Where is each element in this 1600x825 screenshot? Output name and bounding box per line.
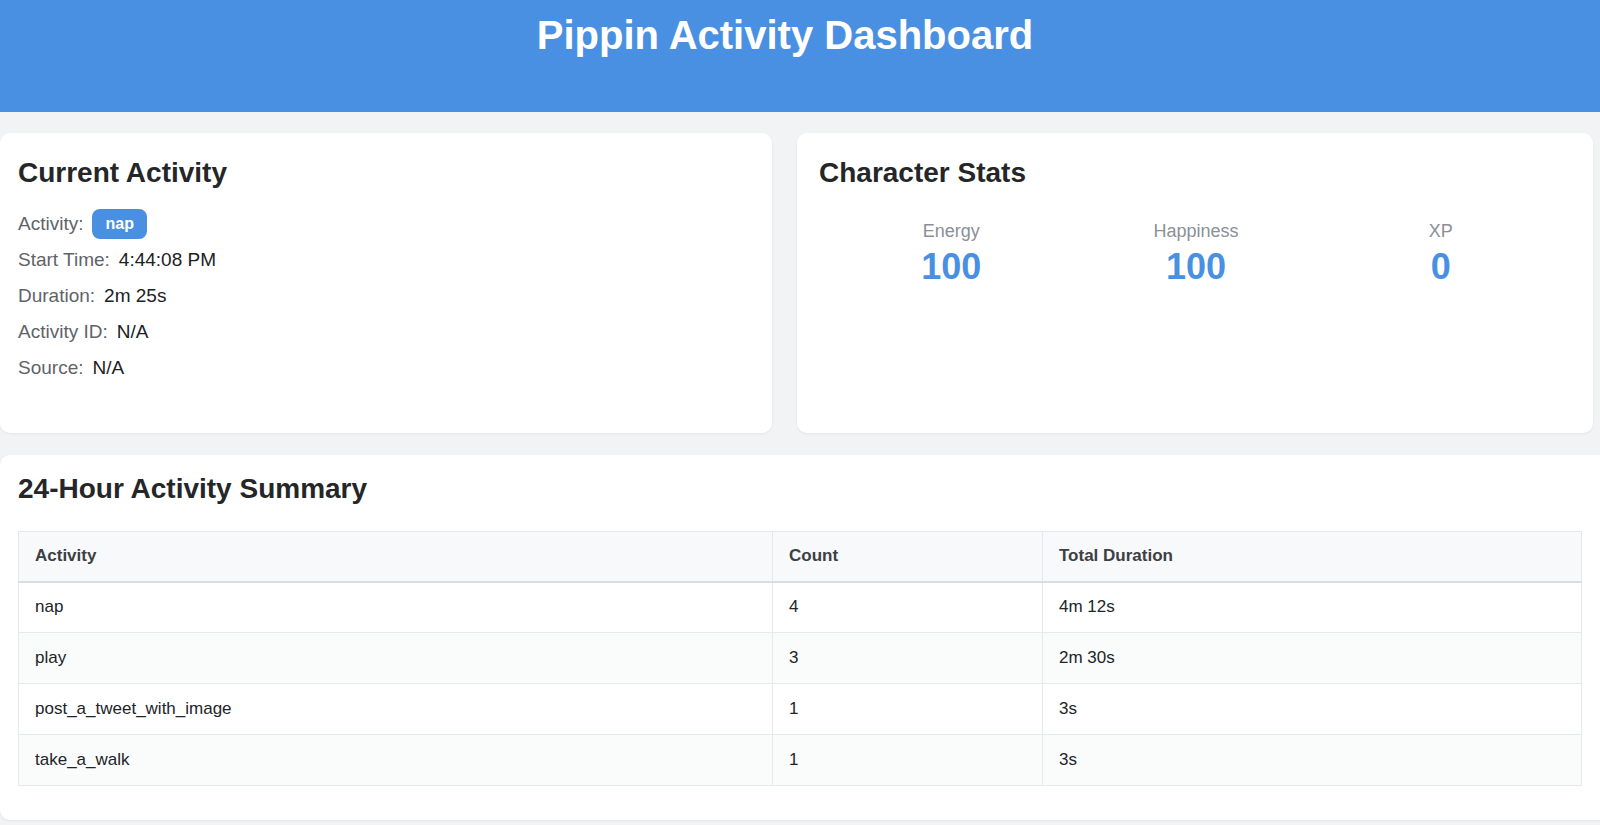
- table-cell: 3: [773, 633, 1043, 684]
- stat-label: Energy: [829, 221, 1074, 242]
- table-row: post_a_tweet_with_image13s: [19, 684, 1582, 735]
- stat-value: 100: [829, 246, 1074, 288]
- table-cell: 3s: [1043, 684, 1582, 735]
- activity-summary-title: 24-Hour Activity Summary: [18, 473, 1594, 505]
- top-cards-row: Current Activity Activity: nap Start Tim…: [0, 133, 1600, 433]
- table-header-row: ActivityCountTotal Duration: [19, 532, 1582, 582]
- stat-block: Energy 100: [829, 221, 1074, 288]
- table-column-header: Count: [773, 532, 1043, 582]
- table-column-header: Total Duration: [1043, 532, 1582, 582]
- activity-field-row: Start Time: 4:44:08 PM: [18, 242, 752, 278]
- stat-label: Happiness: [1074, 221, 1319, 242]
- character-stats-card: Character Stats Energy 100 Happiness 100…: [797, 133, 1593, 433]
- table-cell: take_a_walk: [19, 735, 773, 786]
- field-value: 4:44:08 PM: [119, 249, 216, 271]
- activity-field-row: Activity ID: N/A: [18, 314, 752, 350]
- field-label: Duration:: [18, 285, 95, 307]
- table-cell: 4: [773, 582, 1043, 633]
- activity-summary-table: ActivityCountTotal Duration nap44m 12spl…: [18, 531, 1582, 786]
- table-cell: nap: [19, 582, 773, 633]
- field-value: N/A: [92, 357, 124, 379]
- activity-field-row: Activity: nap: [18, 206, 752, 242]
- field-label: Start Time:: [18, 249, 110, 271]
- field-label: Activity:: [18, 213, 83, 235]
- table-cell: post_a_tweet_with_image: [19, 684, 773, 735]
- table-row: take_a_walk13s: [19, 735, 1582, 786]
- activity-field-row: Source: N/A: [18, 350, 752, 386]
- table-cell: 4m 12s: [1043, 582, 1582, 633]
- table-cell: 3s: [1043, 735, 1582, 786]
- table-row: play32m 30s: [19, 633, 1582, 684]
- field-value: N/A: [117, 321, 149, 343]
- activity-field-row: Duration: 2m 25s: [18, 278, 752, 314]
- activity-badge: nap: [92, 209, 146, 239]
- stat-block: Happiness 100: [1074, 221, 1319, 288]
- field-label: Activity ID:: [18, 321, 108, 343]
- current-activity-fields: Activity: nap Start Time: 4:44:08 PM Dur…: [18, 206, 752, 386]
- stat-block: XP 0: [1318, 221, 1563, 288]
- field-value: 2m 25s: [104, 285, 166, 307]
- current-activity-card: Current Activity Activity: nap Start Tim…: [0, 133, 772, 433]
- activity-summary-card: 24-Hour Activity Summary ActivityCountTo…: [0, 455, 1600, 820]
- app-header: Pippin Activity Dashboard: [0, 0, 1600, 112]
- table-cell: 1: [773, 684, 1043, 735]
- table-cell: play: [19, 633, 773, 684]
- stat-value: 100: [1074, 246, 1319, 288]
- character-stats-row: Energy 100 Happiness 100 XP 0: [819, 221, 1573, 288]
- table-column-header: Activity: [19, 532, 773, 582]
- stat-label: XP: [1318, 221, 1563, 242]
- character-stats-title: Character Stats: [819, 157, 1573, 189]
- stat-value: 0: [1318, 246, 1563, 288]
- table-cell: 1: [773, 735, 1043, 786]
- page-title: Pippin Activity Dashboard: [0, 0, 1570, 58]
- table-cell: 2m 30s: [1043, 633, 1582, 684]
- current-activity-title: Current Activity: [18, 157, 752, 189]
- field-label: Source:: [18, 357, 83, 379]
- table-row: nap44m 12s: [19, 582, 1582, 633]
- table-body: nap44m 12splay32m 30spost_a_tweet_with_i…: [19, 582, 1582, 786]
- table-header: ActivityCountTotal Duration: [19, 532, 1582, 582]
